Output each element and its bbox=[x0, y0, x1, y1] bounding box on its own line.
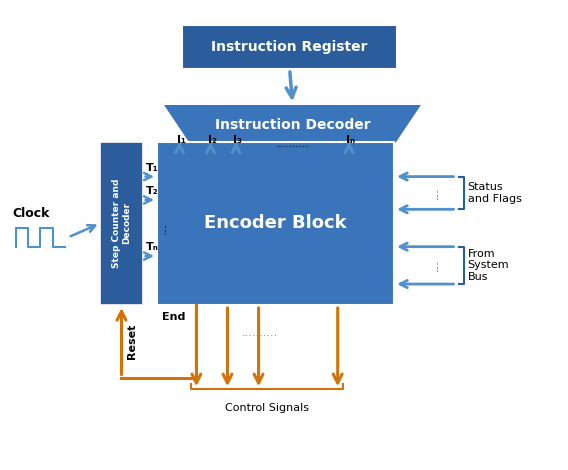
Text: ...: ... bbox=[427, 187, 440, 199]
FancyBboxPatch shape bbox=[157, 141, 394, 305]
Text: End: End bbox=[162, 312, 185, 322]
Text: Tₙ: Tₙ bbox=[145, 243, 158, 252]
Text: I₃: I₃ bbox=[233, 135, 242, 145]
Text: Instruction Register: Instruction Register bbox=[211, 40, 368, 54]
Text: Iₙ: Iₙ bbox=[346, 135, 356, 145]
Text: ..........: .......... bbox=[242, 328, 278, 338]
Text: Clock: Clock bbox=[12, 207, 50, 220]
Polygon shape bbox=[162, 104, 423, 146]
Text: Step Counter and
Decoder: Step Counter and Decoder bbox=[112, 179, 131, 268]
Text: Status
and Flags: Status and Flags bbox=[467, 182, 521, 204]
Text: T₂: T₂ bbox=[145, 186, 158, 196]
FancyBboxPatch shape bbox=[182, 25, 397, 69]
Text: T₁: T₁ bbox=[145, 163, 158, 173]
Text: I₁: I₁ bbox=[177, 135, 186, 145]
FancyBboxPatch shape bbox=[101, 141, 143, 305]
Text: ..........: .......... bbox=[275, 139, 310, 149]
Text: Control Signals: Control Signals bbox=[225, 403, 309, 413]
Text: I₂: I₂ bbox=[208, 135, 216, 145]
Text: From
System
Bus: From System Bus bbox=[467, 249, 509, 282]
Text: ...: ... bbox=[427, 259, 440, 271]
Text: Instruction Decoder: Instruction Decoder bbox=[215, 118, 370, 132]
Text: Reset: Reset bbox=[127, 324, 137, 359]
Text: ...: ... bbox=[156, 222, 169, 234]
Text: Encoder Block: Encoder Block bbox=[204, 214, 347, 232]
